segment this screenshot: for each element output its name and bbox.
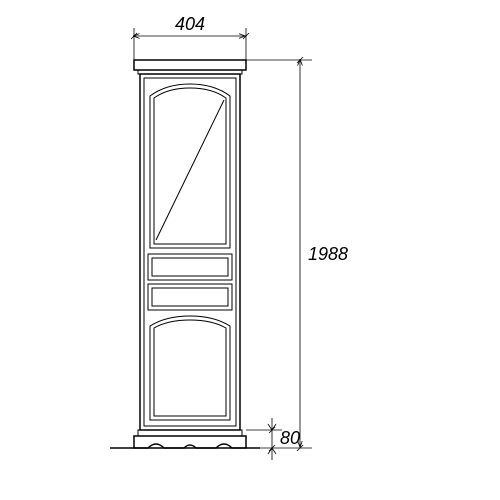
drawing-canvas: 404 1988 80 xyxy=(0,0,500,500)
drawers xyxy=(148,254,232,310)
base-label: 80 xyxy=(280,428,300,448)
plinth xyxy=(134,430,246,448)
width-label: 404 xyxy=(175,14,205,34)
dim-base: 80 xyxy=(246,418,300,460)
lower-door xyxy=(150,316,230,420)
dim-height: 1988 xyxy=(246,57,348,451)
dim-width: 404 xyxy=(131,14,249,60)
drawer-2-inset xyxy=(152,288,228,306)
top-cap xyxy=(134,60,246,70)
height-label: 1988 xyxy=(308,244,348,264)
glass-reflection xyxy=(156,100,224,240)
body-inner xyxy=(144,78,236,426)
drawer-1-inset xyxy=(152,258,228,276)
glass-door xyxy=(150,84,230,248)
cabinet xyxy=(134,60,246,448)
body-outer xyxy=(140,74,240,430)
